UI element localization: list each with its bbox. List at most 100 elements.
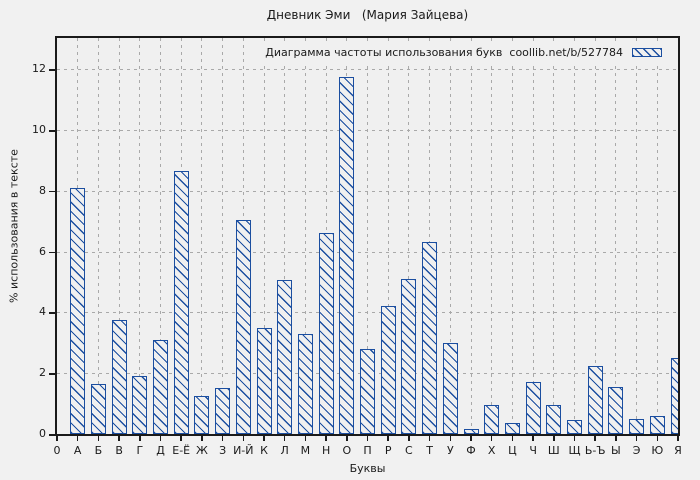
y-tick-label: 2 [39, 366, 46, 380]
legend-label: Диаграмма частоты использования букв coo… [265, 46, 623, 59]
v-gridline [387, 38, 389, 434]
bar-А [70, 187, 86, 434]
v-gridline [429, 38, 431, 434]
x-tick-mark [387, 436, 389, 441]
v-gridline [201, 38, 203, 434]
x-tick-mark [159, 436, 162, 441]
x-tick-mark [490, 436, 493, 441]
v-gridline [284, 38, 286, 434]
chart-title: Дневник Эми (Мария Зайцева) [266, 8, 469, 22]
bar-Х [484, 405, 500, 434]
x-tick-mark [449, 436, 452, 441]
y-tick-mark [49, 373, 55, 375]
bar-Э [629, 418, 645, 434]
bar-Л [277, 280, 293, 434]
x-tick-label: К [260, 444, 268, 457]
x-tick-mark [97, 436, 100, 441]
x-tick-mark [532, 436, 534, 441]
x-tick-label: Ы [611, 444, 621, 457]
bar-Ф [463, 429, 479, 434]
v-gridline [160, 38, 161, 434]
legend: Диаграмма частоты использования букв coo… [261, 43, 666, 62]
x-tick-mark [573, 436, 576, 441]
bar-Ш [546, 405, 562, 434]
bar-Т [422, 242, 438, 434]
bar-С [401, 278, 417, 434]
bar-Ж [194, 396, 210, 434]
x-tick-label: Г [136, 444, 144, 457]
y-tick-label: 4 [39, 305, 46, 319]
x-tick-label: Я [674, 444, 682, 457]
x-tick-mark [325, 436, 327, 441]
x-tick-label: Х [487, 444, 496, 457]
x-tick-label: О [342, 444, 352, 457]
x-tick-label: Б [94, 444, 103, 457]
x-tick-label: Ц [508, 444, 517, 457]
x-tick-mark [180, 436, 182, 441]
x-tick-label: Р [384, 444, 392, 457]
x-tick-label: Л [280, 444, 289, 457]
x-tick-label: Ш [547, 444, 560, 457]
x-tick-label: А [73, 444, 82, 457]
x-tick-mark [242, 436, 245, 441]
x-tick-mark [263, 436, 265, 441]
v-gridline [594, 38, 596, 434]
y-tick-mark [49, 130, 55, 132]
y-tick-mark [49, 312, 55, 314]
x-tick-label: Ж [195, 444, 208, 457]
x-tick-label: Ч [529, 444, 537, 457]
x-tick-mark [635, 436, 638, 441]
v-gridline [139, 38, 141, 434]
x-tick-mark [470, 436, 472, 441]
x-tick-mark [139, 436, 141, 441]
y-tick-label: 0 [39, 427, 46, 440]
v-gridline [449, 38, 451, 434]
bar-Ь-Ъ [587, 365, 603, 434]
x-tick-label: П [363, 444, 372, 457]
y-tick-label: 8 [39, 183, 46, 197]
bar-О [339, 76, 355, 434]
bar-В [111, 320, 127, 434]
x-tick-label: Е-Ё [172, 444, 191, 457]
bar-Я [670, 358, 678, 434]
x-tick-mark [615, 436, 617, 441]
bar-Р [380, 306, 396, 434]
y-axis-label: % использования в тексте [7, 149, 21, 303]
y-tick-label: 12 [32, 62, 46, 76]
bar-Е-Ё [173, 171, 189, 434]
x-tick-mark [346, 436, 348, 441]
v-gridline [532, 38, 534, 434]
bar-Ч [525, 382, 541, 434]
x-tick-label: М [300, 444, 311, 457]
x-tick-label: И-Й [233, 444, 254, 457]
y-tick-mark [49, 190, 55, 193]
x-tick-mark [428, 436, 431, 441]
v-gridline [97, 38, 99, 434]
x-tick-label: 0 [53, 444, 61, 457]
x-tick-mark [76, 436, 79, 441]
v-gridline [656, 38, 658, 434]
x-tick-mark [511, 436, 514, 441]
v-gridline [636, 38, 638, 434]
y-tick-label: 6 [39, 244, 46, 258]
x-tick-label: У [446, 444, 454, 457]
x-tick-label: В [115, 444, 123, 457]
x-tick-label: Ю [651, 444, 664, 457]
x-tick-label: З [219, 444, 227, 457]
x-tick-label: Н [321, 444, 331, 457]
x-tick-label: Щ [568, 444, 581, 457]
x-tick-mark [594, 436, 596, 441]
bar-И-Й [235, 219, 251, 434]
y-tick-mark [49, 251, 55, 254]
x-tick-mark [56, 436, 58, 441]
x-tick-mark [304, 436, 307, 441]
v-gridline [222, 38, 224, 434]
bar-Г [132, 376, 148, 434]
bar-Ц [504, 423, 520, 434]
v-gridline [304, 38, 306, 434]
v-gridline [574, 38, 575, 434]
bar-Н [318, 233, 334, 434]
x-tick-label: Э [632, 444, 641, 457]
legend-key-swatch [632, 48, 662, 57]
